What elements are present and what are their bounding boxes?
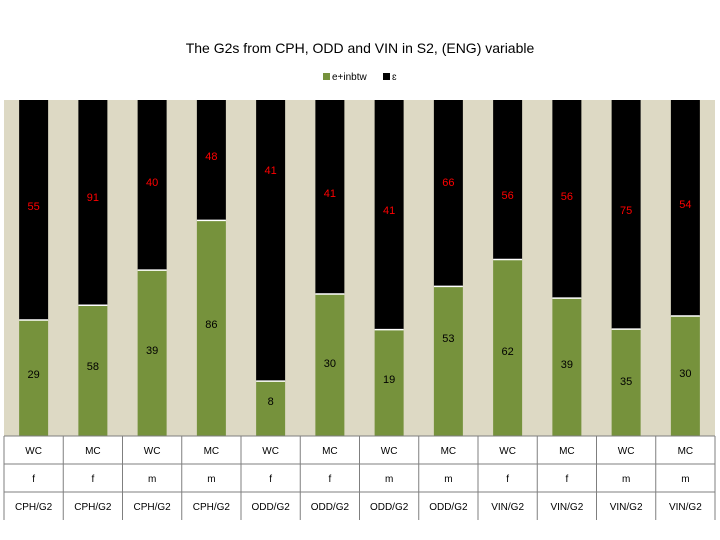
legend-swatch-2	[383, 73, 390, 80]
bar-e-inbtw-3	[137, 270, 167, 436]
data-label-e-inbtw-3: 39	[146, 345, 158, 357]
data-label-epsilon-8: 66	[442, 177, 454, 189]
bar-epsilon-4	[196, 100, 226, 221]
data-label-e-inbtw-5: 8	[268, 396, 274, 408]
data-label-e-inbtw-8: 53	[442, 333, 454, 345]
bar-epsilon-8	[433, 100, 463, 287]
data-label-e-inbtw-1: 29	[28, 369, 40, 381]
category-label-row1-3: WC	[144, 446, 161, 457]
category-table: WC f CPH/G2 MC f CPH/G2 WC m CPH/G2 MC m CPH/G2 WC f O…	[3, 435, 716, 520]
category-label-row1-10: MC	[559, 446, 575, 457]
category-label-row3-1: CPH/G2	[15, 502, 53, 513]
data-label-epsilon-11: 75	[620, 205, 632, 217]
bars	[19, 100, 700, 436]
data-label-e-inbtw-4: 86	[205, 319, 217, 331]
category-label-row2-5: f	[269, 474, 272, 485]
legend-label-1: e+inbtw	[332, 72, 368, 83]
bar-epsilon-6	[315, 100, 345, 295]
bar-e-inbtw-11	[611, 329, 641, 436]
bar-epsilon-1	[19, 100, 49, 320]
chart-title: The G2s from CPH, ODD and VIN in S2, (EN…	[186, 40, 535, 56]
category-label-row3-4: CPH/G2	[193, 502, 231, 513]
data-label-e-inbtw-9: 62	[502, 346, 514, 358]
data-label-epsilon-1: 55	[28, 201, 40, 213]
legend: e+inbtw ɛ	[323, 72, 397, 83]
data-label-e-inbtw-11: 35	[620, 376, 632, 388]
category-label-row1-9: WC	[499, 446, 516, 457]
category-label-row3-2: CPH/G2	[74, 502, 112, 513]
category-label-row2-3: m	[148, 474, 156, 485]
data-label-epsilon-10: 56	[561, 191, 573, 203]
bar-epsilon-11	[611, 100, 641, 330]
category-label-row1-8: MC	[441, 446, 457, 457]
category-label-row1-5: WC	[262, 446, 279, 457]
bar-epsilon-2	[78, 100, 108, 306]
data-labels: 29 55 58 91 39 40 86 48 8 41 30 41 19 41 53 66 62 56 39 56 3…	[28, 151, 692, 408]
category-label-row1-7: WC	[381, 446, 398, 457]
bar-epsilon-10	[552, 100, 582, 299]
category-label-row2-1: f	[32, 474, 35, 485]
data-label-e-inbtw-6: 30	[324, 358, 336, 370]
data-label-epsilon-4: 48	[205, 151, 217, 163]
category-label-row1-12: MC	[678, 446, 694, 457]
data-label-e-inbtw-10: 39	[561, 359, 573, 371]
category-label-row2-4: m	[207, 474, 215, 485]
category-label-row3-12: VIN/G2	[669, 502, 702, 513]
category-label-row2-7: m	[385, 474, 393, 485]
category-label-row2-11: m	[622, 474, 630, 485]
bar-e-inbtw-4	[196, 220, 226, 436]
bar-e-inbtw-8	[433, 286, 463, 436]
data-label-epsilon-6: 41	[324, 188, 336, 200]
category-label-row2-6: f	[328, 474, 331, 485]
bar-e-inbtw-5	[256, 381, 286, 436]
bar-e-inbtw-9	[493, 259, 523, 436]
bar-e-inbtw-12	[670, 316, 700, 436]
bar-e-inbtw-2	[78, 305, 108, 436]
data-label-epsilon-3: 40	[146, 177, 158, 189]
data-label-epsilon-9: 56	[502, 190, 514, 202]
bar-e-inbtw-1	[19, 320, 49, 436]
bar-epsilon-5	[256, 100, 286, 382]
bar-e-inbtw-6	[315, 294, 345, 436]
data-label-epsilon-2: 91	[87, 192, 99, 204]
category-label-row2-9: f	[506, 474, 509, 485]
category-label-row3-3: CPH/G2	[134, 502, 172, 513]
category-label-row3-7: ODD/G2	[370, 502, 409, 513]
category-label-row3-10: VIN/G2	[550, 502, 583, 513]
legend-label-2: ɛ	[392, 72, 397, 83]
bar-epsilon-9	[493, 100, 523, 260]
data-label-epsilon-5: 41	[265, 165, 277, 177]
category-label-row1-6: MC	[322, 446, 338, 457]
data-label-e-inbtw-7: 19	[383, 374, 395, 386]
category-label-row3-9: VIN/G2	[491, 502, 524, 513]
category-label-row3-6: ODD/G2	[311, 502, 350, 513]
category-label-row2-10: f	[565, 474, 568, 485]
bar-e-inbtw-10	[552, 298, 582, 436]
category-label-row1-2: MC	[85, 446, 101, 457]
category-label-row2-12: m	[681, 474, 689, 485]
category-label-row3-11: VIN/G2	[610, 502, 643, 513]
data-label-e-inbtw-2: 58	[87, 361, 99, 373]
data-label-epsilon-12: 54	[679, 199, 691, 211]
category-label-row1-11: WC	[618, 446, 635, 457]
bar-epsilon-7	[374, 100, 404, 330]
bar-epsilon-3	[137, 100, 167, 271]
category-label-row2-2: f	[91, 474, 94, 485]
category-label-row1-1: WC	[25, 446, 42, 457]
data-label-e-inbtw-12: 30	[679, 368, 691, 380]
category-label-row2-8: m	[444, 474, 452, 485]
bar-epsilon-12	[670, 100, 700, 316]
plot-background	[4, 100, 715, 436]
category-label-row1-4: MC	[204, 446, 220, 457]
category-label-row3-8: ODD/G2	[429, 502, 468, 513]
data-label-epsilon-7: 41	[383, 205, 395, 217]
category-label-row3-5: ODD/G2	[251, 502, 290, 513]
legend-swatch-1	[323, 73, 330, 80]
bar-e-inbtw-7	[374, 329, 404, 436]
